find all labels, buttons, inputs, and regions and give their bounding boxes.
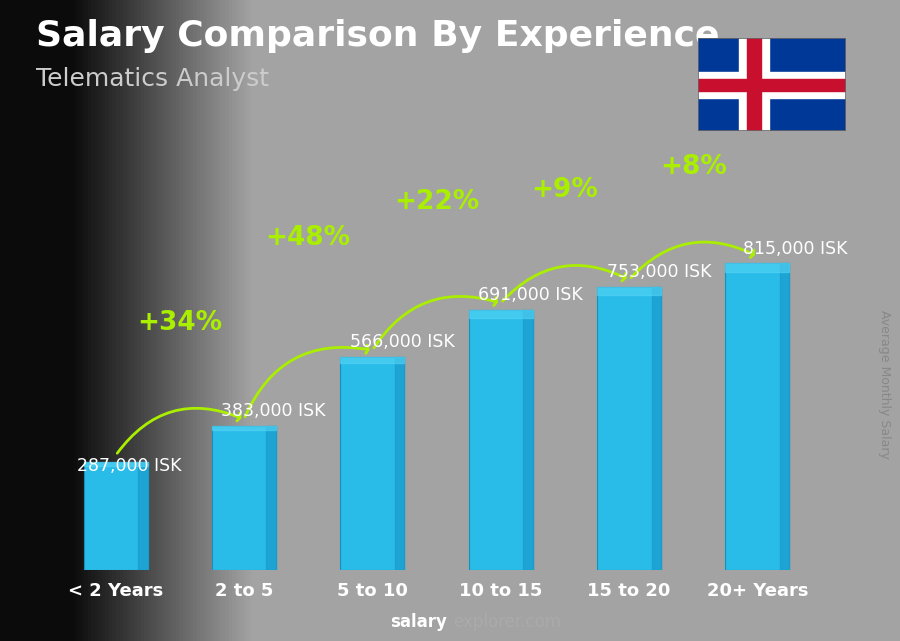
Text: explorer.com: explorer.com <box>453 613 561 631</box>
Bar <box>698 79 846 91</box>
Text: 287,000 ISK: 287,000 ISK <box>77 457 182 475</box>
Bar <box>747 38 761 131</box>
Bar <box>340 357 404 363</box>
Bar <box>725 263 789 272</box>
Text: salary: salary <box>391 613 447 631</box>
Bar <box>212 426 276 430</box>
Text: 815,000 ISK: 815,000 ISK <box>743 240 848 258</box>
Text: +48%: +48% <box>266 225 351 251</box>
Bar <box>84 462 148 570</box>
Text: 691,000 ISK: 691,000 ISK <box>478 287 583 304</box>
Bar <box>395 357 404 570</box>
Bar <box>469 310 533 570</box>
Bar <box>725 263 789 570</box>
Bar <box>266 426 276 570</box>
Bar <box>469 310 533 318</box>
Bar <box>138 462 148 570</box>
Bar <box>652 287 662 570</box>
Bar <box>84 462 148 465</box>
Bar <box>698 72 846 98</box>
Bar <box>212 426 276 570</box>
Bar <box>597 287 662 570</box>
Bar <box>340 357 404 570</box>
Text: 383,000 ISK: 383,000 ISK <box>221 403 326 420</box>
Text: Telematics Analyst: Telematics Analyst <box>36 67 269 91</box>
Text: Salary Comparison By Experience: Salary Comparison By Experience <box>36 19 719 53</box>
Text: 753,000 ISK: 753,000 ISK <box>607 263 711 281</box>
Bar <box>739 38 769 131</box>
Bar <box>780 263 789 570</box>
Text: +8%: +8% <box>660 154 726 180</box>
Bar <box>597 287 662 295</box>
Text: +9%: +9% <box>531 177 598 203</box>
Text: +22%: +22% <box>394 188 479 215</box>
Text: Average Monthly Salary: Average Monthly Salary <box>878 310 891 459</box>
Text: +34%: +34% <box>137 310 222 337</box>
Text: 566,000 ISK: 566,000 ISK <box>350 333 454 351</box>
Bar <box>523 310 533 570</box>
